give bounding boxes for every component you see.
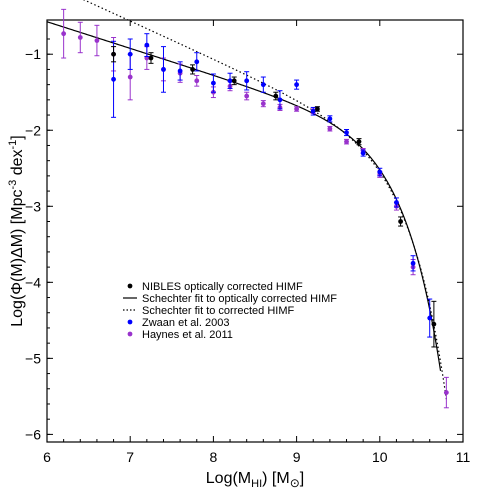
data-point — [61, 31, 67, 37]
legend-marker — [127, 283, 133, 289]
plot-frame — [46, 19, 464, 443]
legend-entry: Haynes et al. 2011 — [142, 329, 233, 341]
legend-marker — [127, 331, 133, 337]
data-point — [394, 200, 399, 205]
legend-entry: Schechter fit to corrected HIMF — [142, 305, 294, 317]
y-tick-label: −6 — [25, 426, 41, 442]
data-point — [194, 78, 200, 84]
svg-text:Log(Φ(M)ΔM) [Mpc-3 dex-1]: Log(Φ(M)ΔM) [Mpc-3 dex-1] — [7, 135, 26, 327]
y-tick-label: −5 — [25, 350, 41, 366]
legend-entry: NIBLES optically corrected HIMF — [142, 281, 303, 293]
data-point — [111, 76, 116, 82]
data-point — [327, 126, 333, 132]
data-point — [194, 59, 200, 65]
data-point — [244, 78, 250, 84]
data-point — [190, 67, 196, 72]
data-point — [231, 78, 237, 84]
data-point — [315, 106, 320, 112]
x-tick-label: 11 — [456, 449, 471, 465]
data-point — [260, 82, 266, 88]
data-point — [377, 169, 383, 175]
data-point — [273, 93, 279, 99]
data-point — [177, 68, 183, 74]
legend-entry: Schechter fit to optically corrected HIM… — [142, 293, 337, 305]
axis-ticks: 6 7 8 9 10 11 −6 −5 −4 −3 −2 −1 — [25, 20, 470, 465]
fit-curves — [46, 0, 447, 400]
x-axis-label: Log(MHI) [M⊙] — [206, 470, 304, 490]
y-axis-label: Log(Φ(M)ΔM) [Mpc-3 dex-1] — [7, 135, 26, 327]
x-tick-label: 10 — [372, 449, 388, 465]
data-point — [410, 260, 416, 266]
legend: NIBLES optically corrected HIMFSchechter… — [123, 281, 337, 341]
data-point — [111, 51, 116, 57]
data-point — [443, 390, 449, 395]
y-tick-label: −4 — [25, 274, 41, 290]
data-point — [398, 219, 403, 224]
data-point — [427, 315, 433, 321]
data-point — [310, 108, 316, 114]
legend-marker — [127, 319, 133, 325]
data-point — [77, 35, 83, 40]
schechter-dotted-curve — [82, 0, 447, 400]
data-point — [431, 321, 437, 327]
data-point — [344, 139, 349, 145]
data-points — [61, 8, 449, 409]
schechter-solid-curve — [46, 21, 442, 371]
data-point — [360, 150, 366, 156]
x-tick-label: 6 — [43, 449, 51, 465]
data-point — [294, 106, 299, 112]
x-tick-label: 8 — [210, 449, 218, 465]
data-point — [211, 80, 216, 86]
data-point — [327, 116, 333, 122]
data-point — [161, 67, 166, 72]
legend-entry: Zwaan et al. 2003 — [142, 317, 229, 329]
y-tick-label: −2 — [25, 122, 41, 138]
data-point — [344, 130, 349, 135]
data-point — [127, 74, 133, 80]
x-tick-label: 9 — [293, 449, 301, 465]
y-tick-label: −3 — [25, 198, 41, 214]
data-point — [227, 78, 233, 84]
data-point — [127, 51, 133, 57]
data-point — [244, 93, 250, 99]
svg-text:Log(MHI) [M⊙]: Log(MHI) [M⊙] — [206, 470, 304, 490]
data-point — [144, 42, 150, 48]
data-point — [148, 55, 154, 61]
data-point — [356, 139, 362, 145]
data-point — [260, 101, 266, 107]
data-point — [277, 97, 283, 103]
x-tick-label: 7 — [126, 449, 134, 465]
y-tick-label: −1 — [25, 46, 41, 62]
data-point — [294, 82, 299, 88]
data-point — [94, 38, 100, 43]
